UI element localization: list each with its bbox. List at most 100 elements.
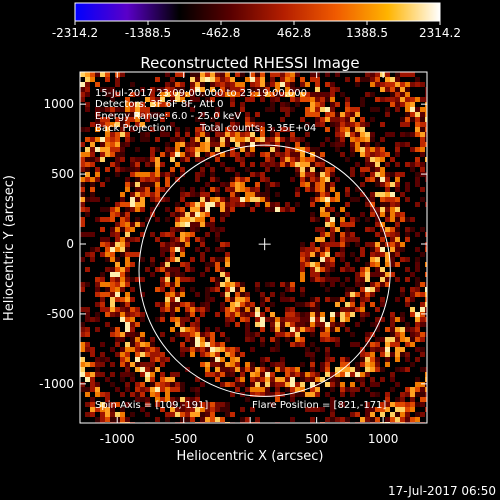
image-pixel <box>395 162 400 167</box>
image-pixel <box>300 342 305 347</box>
image-pixel <box>200 112 205 117</box>
image-pixel <box>125 232 130 237</box>
image-pixel <box>150 97 155 102</box>
image-pixel <box>390 227 395 232</box>
image-pixel <box>320 172 325 177</box>
image-pixel <box>320 227 325 232</box>
image-pixel <box>340 117 345 122</box>
image-pixel <box>205 372 210 377</box>
image-pixel <box>140 112 145 117</box>
image-pixel <box>425 92 427 97</box>
image-pixel <box>270 132 275 137</box>
image-pixel <box>310 377 315 382</box>
image-pixel <box>365 217 370 222</box>
image-pixel <box>80 197 85 202</box>
image-pixel <box>275 97 280 102</box>
image-pixel <box>195 77 200 82</box>
image-pixel <box>165 282 170 287</box>
image-pixel <box>310 297 315 302</box>
image-pixel <box>200 72 205 77</box>
image-pixel <box>185 127 190 132</box>
image-pixel <box>275 337 280 342</box>
image-pixel <box>80 217 85 222</box>
image-pixel <box>160 242 165 247</box>
image-pixel <box>140 187 145 192</box>
image-pixel <box>80 357 85 362</box>
image-pixel <box>230 357 235 362</box>
image-pixel <box>200 302 205 307</box>
image-pixel <box>320 337 325 342</box>
image-pixel <box>215 277 220 282</box>
image-pixel <box>365 332 370 337</box>
colorbar-tick-label: 1388.5 <box>346 26 388 40</box>
image-pixel <box>410 117 415 122</box>
image-pixel <box>250 82 255 87</box>
image-pixel <box>325 82 330 87</box>
image-pixel <box>295 392 300 397</box>
image-pixel <box>170 257 175 262</box>
image-pixel <box>95 392 100 397</box>
image-pixel <box>225 337 230 342</box>
image-pixel <box>340 267 345 272</box>
image-pixel <box>235 387 240 392</box>
image-pixel <box>160 397 165 402</box>
image-pixel <box>140 347 145 352</box>
image-pixel <box>305 252 310 257</box>
image-pixel <box>300 247 305 252</box>
image-pixel <box>350 147 355 152</box>
image-pixel <box>390 317 395 322</box>
image-pixel <box>150 367 155 372</box>
image-pixel <box>210 222 215 227</box>
image-pixel <box>160 357 165 362</box>
image-pixel <box>420 412 425 417</box>
image-pixel <box>225 372 230 377</box>
image-pixel <box>110 242 115 247</box>
image-pixel <box>215 142 220 147</box>
image-pixel <box>180 402 185 407</box>
image-pixel <box>135 367 140 372</box>
image-pixel <box>95 157 100 162</box>
image-pixel <box>230 302 235 307</box>
image-pixel <box>280 357 285 362</box>
image-pixel <box>330 407 335 412</box>
image-pixel <box>110 112 115 117</box>
image-pixel <box>160 407 165 412</box>
image-pixel <box>340 387 345 392</box>
image-pixel <box>225 312 230 317</box>
image-pixel <box>260 387 265 392</box>
image-pixel <box>345 77 350 82</box>
image-pixel <box>305 82 310 87</box>
image-pixel <box>100 87 105 92</box>
image-pixel <box>105 242 110 247</box>
image-pixel <box>310 97 315 102</box>
image-pixel <box>225 277 230 282</box>
image-pixel <box>350 117 355 122</box>
image-pixel <box>115 337 120 342</box>
image-pixel <box>395 347 400 352</box>
image-pixel <box>230 382 235 387</box>
image-pixel <box>270 182 275 187</box>
image-pixel <box>245 167 250 172</box>
image-pixel <box>120 302 125 307</box>
image-pixel <box>135 197 140 202</box>
image-pixel <box>420 117 425 122</box>
image-pixel <box>255 187 260 192</box>
image-pixel <box>120 252 125 257</box>
image-pixel <box>255 322 260 327</box>
image-pixel <box>220 417 225 422</box>
image-pixel <box>320 267 325 272</box>
image-pixel <box>375 217 380 222</box>
image-pixel <box>240 87 245 92</box>
image-pixel <box>180 382 185 387</box>
image-pixel <box>225 187 230 192</box>
image-pixel <box>300 92 305 97</box>
image-pixel <box>135 362 140 367</box>
image-pixel <box>285 102 290 107</box>
image-pixel <box>275 167 280 172</box>
image-pixel <box>310 277 315 282</box>
image-pixel <box>405 122 410 127</box>
image-pixel <box>360 272 365 277</box>
image-pixel <box>105 142 110 147</box>
image-pixel <box>350 127 355 132</box>
image-pixel <box>145 132 150 137</box>
